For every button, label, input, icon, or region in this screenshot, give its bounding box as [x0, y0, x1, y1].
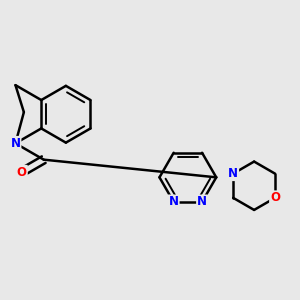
- Text: O: O: [270, 191, 280, 204]
- Text: N: N: [169, 195, 179, 208]
- Text: N: N: [197, 195, 207, 208]
- Text: N: N: [11, 137, 20, 150]
- Text: O: O: [17, 166, 27, 179]
- Text: N: N: [228, 167, 238, 180]
